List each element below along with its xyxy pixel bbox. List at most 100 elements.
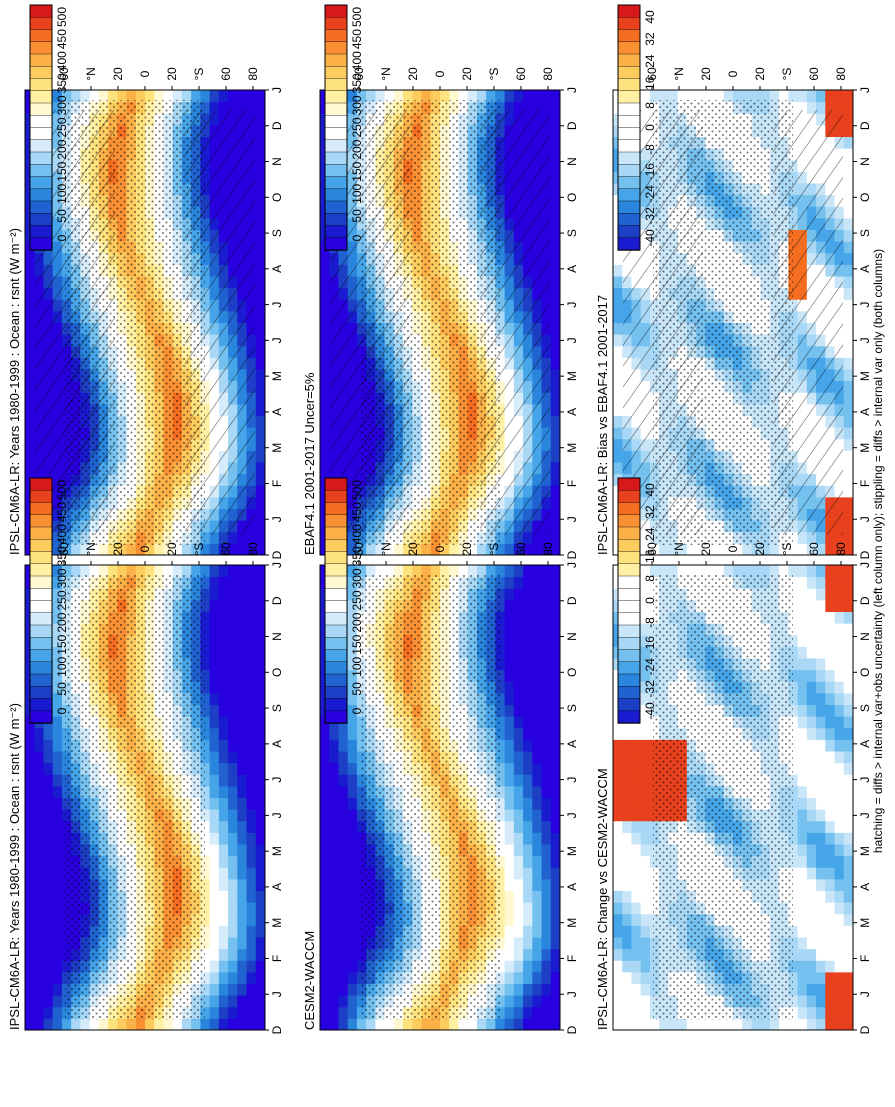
heatmap-cell xyxy=(844,90,854,102)
colorbar-swatch xyxy=(325,5,347,18)
colorbar-swatch xyxy=(30,601,52,614)
heatmap-cell xyxy=(551,427,561,439)
heatmap-cell xyxy=(320,334,330,346)
heatmap-cell xyxy=(320,299,330,311)
heatmap-cell xyxy=(53,1018,63,1030)
colorbar-swatch xyxy=(30,213,52,226)
heatmap-cell xyxy=(43,937,53,949)
heatmap-cell xyxy=(247,763,257,775)
colorbar-swatch xyxy=(30,128,52,141)
heatmap-cell xyxy=(256,891,266,903)
heatmap-cell xyxy=(844,381,854,393)
heatmap-cell xyxy=(256,763,266,775)
heatmap-cell xyxy=(532,90,542,102)
heatmap-cell xyxy=(256,160,266,172)
heatmap-cell xyxy=(320,751,330,763)
heatmap-cell xyxy=(348,751,358,763)
heatmap-cell xyxy=(25,1007,35,1019)
heatmap-cell xyxy=(219,856,229,868)
heatmap-cell xyxy=(191,1018,201,1030)
heatmap-cell xyxy=(25,879,35,891)
heatmap-cell xyxy=(237,681,247,693)
colorbar-swatch xyxy=(325,201,347,214)
heatmap-cell xyxy=(53,774,63,786)
heatmap-cell xyxy=(43,995,53,1007)
heatmap-cell xyxy=(256,623,266,635)
heatmap-cell xyxy=(219,774,229,786)
heatmap-cell xyxy=(742,543,752,555)
heatmap-cell xyxy=(219,90,229,102)
heatmap-cell xyxy=(798,543,808,555)
heatmap-cell xyxy=(228,646,238,658)
heatmap-cell xyxy=(25,288,35,300)
heatmap-cell xyxy=(256,509,266,521)
heatmap-cell xyxy=(237,786,247,798)
heatmap-cell xyxy=(256,346,266,358)
heatmap-cell xyxy=(844,485,854,497)
colorbar-swatch xyxy=(325,30,347,43)
heatmap-cell xyxy=(43,739,53,751)
lat-tick-label: 20 xyxy=(165,67,179,81)
heatmap-cell xyxy=(219,716,229,728)
colorbar-swatch xyxy=(618,238,640,251)
heatmap-cell xyxy=(505,90,515,102)
month-tick-label: N xyxy=(270,632,284,641)
heatmap-cell xyxy=(228,891,238,903)
heatmap-cell xyxy=(256,276,266,288)
heatmap-cell xyxy=(329,728,339,740)
heatmap-cell xyxy=(844,253,854,265)
heatmap-cell xyxy=(256,125,266,137)
colorbar-label: 500 xyxy=(55,7,69,27)
panel-5: 8060°N20020°S6080DJFMAMJJASONDJCESM2-WAC… xyxy=(302,478,579,1034)
heatmap-cell xyxy=(551,520,561,532)
colorbar-label: 50 xyxy=(350,209,364,223)
heatmap-cell xyxy=(256,311,266,323)
heatmap-cell xyxy=(613,299,623,311)
heatmap-cell xyxy=(329,751,339,763)
heatmap-cell xyxy=(210,565,220,577)
heatmap-cell xyxy=(256,658,266,670)
heatmap-cell xyxy=(449,543,459,555)
heatmap-cell xyxy=(25,276,35,288)
heatmap-cell xyxy=(613,288,623,300)
lat-tick-label: 20 xyxy=(406,67,420,81)
month-tick-label: D xyxy=(270,1025,284,1034)
heatmap-cell xyxy=(210,879,220,891)
heatmap-cell xyxy=(551,497,561,509)
heatmap-cell xyxy=(127,543,137,555)
colorbar-label: 450 xyxy=(350,29,364,49)
heatmap-cell xyxy=(25,902,35,914)
colorbar-label: 0 xyxy=(55,234,69,241)
heatmap-cell xyxy=(210,960,220,972)
heatmap-cell xyxy=(228,623,238,635)
heatmap-cell xyxy=(247,949,257,961)
heatmap-cell xyxy=(320,949,330,961)
heatmap-cell xyxy=(43,856,53,868)
colorbar-swatch xyxy=(30,152,52,165)
heatmap-cell xyxy=(53,891,63,903)
heatmap-cell xyxy=(25,728,35,740)
colorbar-swatch xyxy=(325,164,347,177)
heatmap-cell xyxy=(247,90,257,102)
heatmap-cell xyxy=(348,925,358,937)
heatmap-cell xyxy=(43,786,53,798)
heatmap-cell xyxy=(237,577,247,589)
heatmap-cell xyxy=(34,937,44,949)
heatmap-cell xyxy=(53,821,63,833)
heatmap-cell xyxy=(34,949,44,961)
month-tick-label: N xyxy=(565,157,579,166)
heatmap-cell xyxy=(210,612,220,624)
heatmap-cell xyxy=(228,937,238,949)
heatmap-cell xyxy=(256,728,266,740)
colorbar-swatch xyxy=(30,650,52,663)
heatmap-cell xyxy=(256,705,266,717)
heatmap-cell xyxy=(210,751,220,763)
month-tick-label: O xyxy=(858,193,872,202)
heatmap-cell xyxy=(320,369,330,381)
heatmap-cell xyxy=(338,856,348,868)
heatmap-cell xyxy=(53,798,63,810)
colorbar-label: 350 xyxy=(55,546,69,566)
heatmap-cell xyxy=(210,937,220,949)
heatmap-cell xyxy=(329,1018,339,1030)
heatmap-cell xyxy=(219,1018,229,1030)
